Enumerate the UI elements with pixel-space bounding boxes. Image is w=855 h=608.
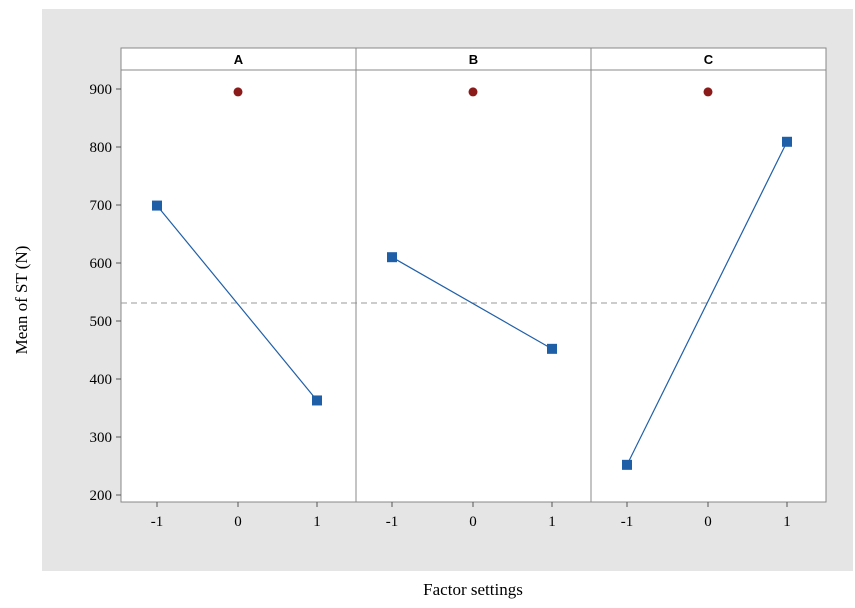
y-tick-label: 500 — [90, 314, 113, 330]
x-tick-label: 1 — [548, 514, 556, 530]
y-tick-label: 700 — [90, 198, 113, 214]
x-axis-label: Factor settings — [423, 580, 523, 599]
series-line — [156, 205, 318, 401]
center-point — [233, 87, 243, 97]
data-point — [387, 252, 397, 263]
y-tick-label: 900 — [90, 82, 113, 98]
plot-area — [120, 47, 827, 503]
x-tick-label: -1 — [621, 514, 634, 530]
series-line — [391, 256, 553, 350]
x-tick-label: 1 — [783, 514, 791, 530]
y-tick-label: 600 — [90, 256, 113, 272]
y-tick-label: 300 — [90, 430, 113, 446]
y-axis-label: Mean of ST (N) — [12, 245, 31, 355]
x-tick-label: 1 — [313, 514, 321, 530]
panel-title: C — [704, 52, 714, 67]
data-point — [152, 200, 162, 211]
x-tick-label: 0 — [234, 514, 242, 530]
y-tick-label: 800 — [90, 140, 113, 156]
y-tick-label: 400 — [90, 372, 113, 388]
y-tick-label: 200 — [90, 488, 113, 504]
x-tick-label: 0 — [469, 514, 477, 530]
x-tick-label: 0 — [704, 514, 712, 530]
data-point — [622, 459, 632, 470]
x-tick-label: -1 — [151, 514, 164, 530]
x-tick-label: -1 — [386, 514, 399, 530]
panel-title: B — [469, 52, 478, 67]
series-line — [626, 141, 788, 466]
center-point — [468, 87, 478, 97]
panel-title: A — [234, 52, 244, 67]
data-point — [312, 395, 322, 406]
data-point — [547, 343, 557, 354]
center-point — [703, 87, 713, 97]
data-point — [782, 136, 792, 147]
